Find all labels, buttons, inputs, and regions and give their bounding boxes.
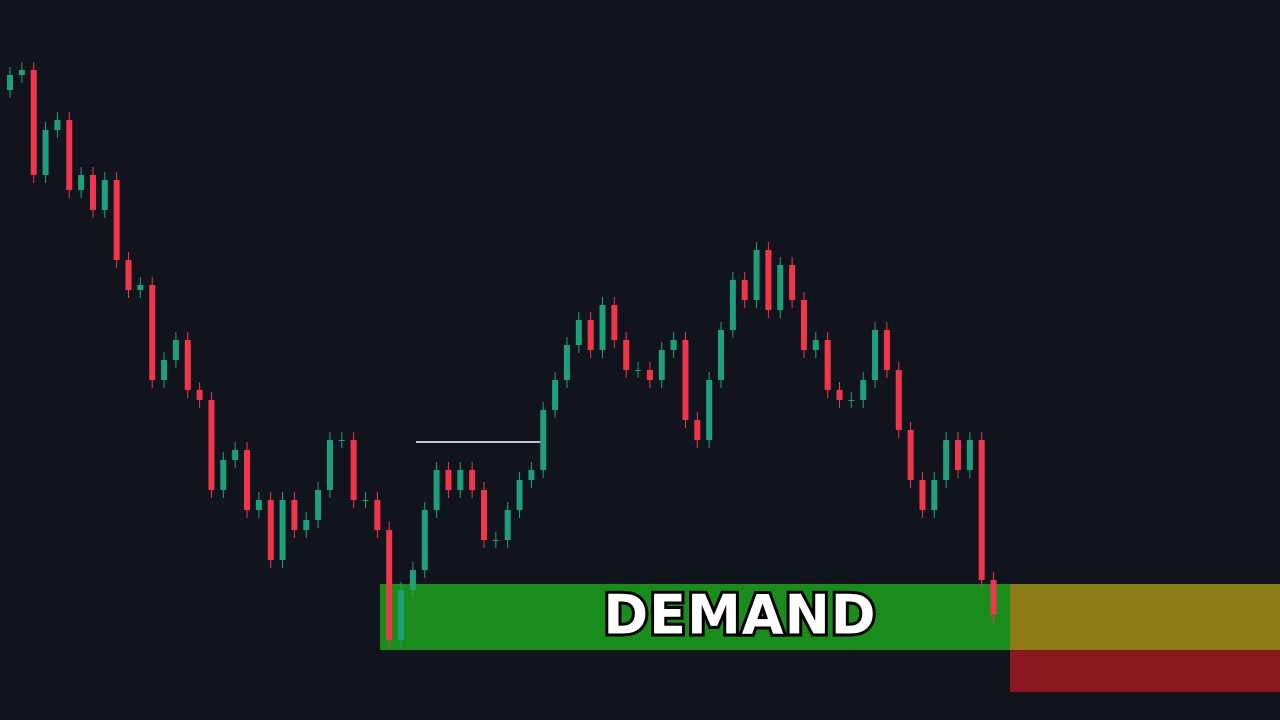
- candle-body: [765, 250, 772, 310]
- candle-body: [244, 450, 250, 510]
- candle-body: [516, 480, 523, 510]
- candle-body: [374, 500, 381, 530]
- candle-body: [646, 370, 653, 380]
- candle-body: [966, 440, 973, 470]
- candle-body: [563, 345, 570, 380]
- candle-body: [18, 70, 25, 75]
- candle-body: [172, 340, 179, 360]
- candle-body: [279, 500, 286, 560]
- candle-body: [931, 480, 938, 510]
- candle-body: [362, 500, 369, 501]
- candle-body: [658, 350, 665, 380]
- candle-body: [66, 120, 73, 190]
- candle-body: [7, 75, 13, 90]
- candle-body: [232, 450, 239, 460]
- candle-body: [552, 380, 559, 410]
- candle-body: [409, 570, 416, 590]
- candle-body: [741, 280, 748, 300]
- candle-body: [30, 70, 37, 175]
- candle-body: [789, 265, 796, 300]
- candle-body: [481, 490, 487, 540]
- candle-body: [978, 440, 985, 580]
- candle-body: [943, 440, 950, 480]
- candle-body: [101, 180, 108, 210]
- candle-body: [350, 440, 357, 500]
- candle-body: [433, 470, 440, 510]
- candle-body: [919, 480, 926, 510]
- candle-body: [528, 470, 535, 480]
- candle-body: [303, 520, 310, 530]
- candle-body: [149, 285, 156, 380]
- candle-body: [587, 320, 594, 350]
- candle-body: [872, 330, 879, 380]
- candle-body: [824, 340, 831, 390]
- candle-body: [800, 300, 807, 350]
- candle-body: [113, 180, 120, 260]
- candle-body: [196, 390, 203, 400]
- candle-body: [161, 360, 168, 380]
- candle-body: [291, 500, 298, 530]
- candle-body: [575, 320, 582, 345]
- candle-body: [220, 460, 227, 490]
- candle-body: [267, 500, 274, 560]
- candle-body: [386, 530, 393, 640]
- candle-body: [255, 500, 262, 510]
- candle-body: [457, 470, 464, 490]
- candle-body: [895, 370, 902, 430]
- candle-body: [398, 590, 405, 640]
- candle-body: [848, 400, 855, 401]
- candle-body: [777, 265, 784, 310]
- candle-body: [445, 470, 452, 490]
- candle-body: [729, 280, 736, 330]
- zone-label: DEMAND: [603, 584, 876, 647]
- candle-body: [125, 260, 132, 290]
- candle-body: [137, 285, 144, 290]
- zone: [380, 584, 1010, 650]
- candle-body: [54, 120, 61, 130]
- candle-body: [540, 410, 547, 470]
- candle-body: [718, 330, 724, 380]
- candle-body: [694, 420, 701, 440]
- candle-body: [623, 340, 630, 370]
- candle-body: [89, 175, 96, 210]
- candle-body: [682, 340, 689, 420]
- candle-body: [599, 305, 606, 350]
- candle-body: [907, 430, 914, 480]
- candle-body: [955, 440, 961, 470]
- zone: [1010, 650, 1280, 692]
- candle-body: [504, 510, 511, 540]
- candle-body: [208, 400, 215, 490]
- candle-body: [315, 490, 322, 520]
- candle-body: [635, 370, 642, 371]
- candle-body: [990, 580, 997, 615]
- candle-body: [753, 250, 760, 300]
- candle-body: [338, 440, 345, 441]
- candle-body: [836, 390, 843, 400]
- zone: [1010, 584, 1280, 650]
- candle-body: [421, 510, 428, 570]
- candle-body: [706, 380, 713, 440]
- candle-body: [860, 380, 867, 400]
- candle-body: [492, 540, 499, 541]
- candle-body: [42, 130, 49, 175]
- candle-body: [611, 305, 618, 340]
- candle-body: [78, 175, 85, 190]
- candle-body: [670, 340, 677, 350]
- candle-body: [469, 470, 476, 490]
- candle-body: [326, 440, 333, 490]
- candle-body: [184, 340, 191, 390]
- candle-body: [812, 340, 819, 350]
- candle-body: [883, 330, 890, 370]
